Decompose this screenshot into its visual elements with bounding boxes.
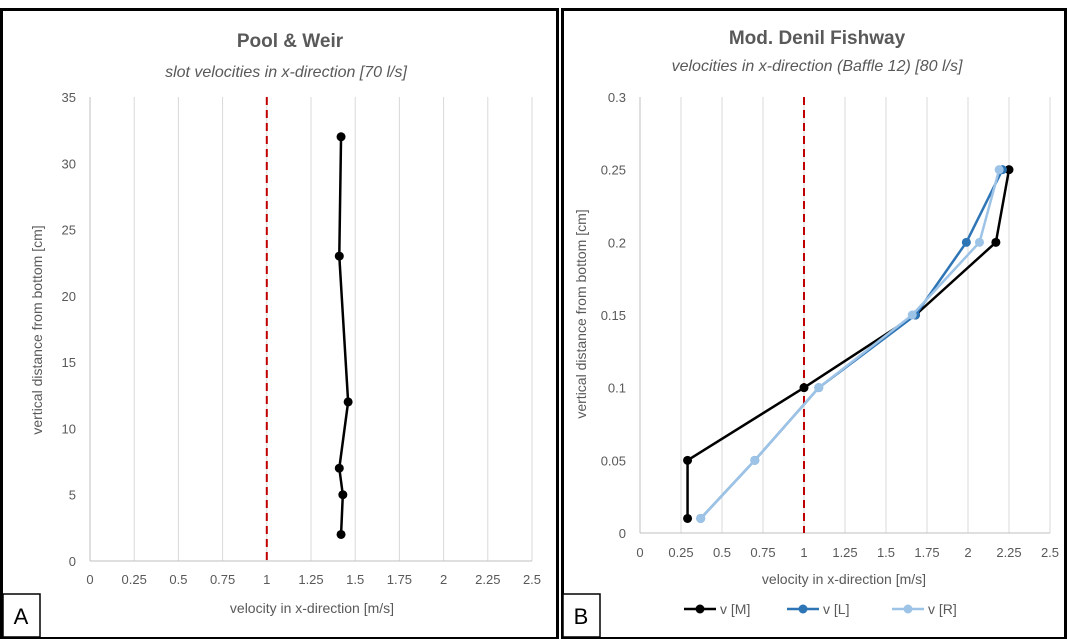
panel-b-x-tick-label: 1.75: [914, 545, 939, 560]
panel-b-data-point: [907, 310, 917, 320]
panel-b-title: Mod. Denil Fishway: [729, 28, 906, 49]
panel-b-x-tick-label: 0.5: [713, 545, 731, 560]
panel-b-legend: v [M] v [L] v [R]: [684, 601, 957, 617]
panel-a-y-tick-label: 0: [69, 554, 76, 569]
panel-a-x-tick-label: 0.25: [122, 572, 147, 587]
panel-b-x-axis-label: velocity in x-direction [m/s]: [762, 571, 926, 587]
panel-b-y-tick-label: 0.3: [608, 90, 626, 105]
panel-b-frame: [561, 8, 1067, 639]
panel-b-data-point: [1004, 165, 1014, 175]
panel-a-x-axis-label: velocity in x-direction [m/s]: [230, 600, 394, 616]
panel-a-y-tick-label: 20: [62, 289, 76, 304]
panel-b-x-tick-label: 1: [800, 545, 807, 560]
panel-a-subtitle: slot velocities in x-direction [70 l/s]: [165, 64, 407, 81]
panel-b-letter-box: [562, 593, 601, 638]
panel-b-data-point: [799, 383, 809, 393]
panel-a-y-tick-label: 15: [62, 355, 76, 370]
panel-b-y-tick-label: 0: [619, 526, 626, 541]
legend-entry-label: v [M]: [720, 601, 750, 617]
panel-b-data-point: [696, 513, 706, 523]
panel-a-x-tick-label: 0: [86, 572, 93, 587]
legend-entry-label: v [R]: [928, 601, 957, 617]
legend-swatch-marker: [798, 604, 808, 614]
legend-swatch-marker: [903, 604, 913, 614]
panel-b-y-tick-label: 0.1: [608, 381, 626, 396]
panel-a-data-point: [334, 463, 344, 473]
panel-a-x-tick-label: 2.5: [523, 572, 541, 587]
panel-b-x-tick-label: 1.25: [832, 545, 857, 560]
panel-b-letter: B: [574, 604, 589, 629]
panel-b-x-tick-label: 2.5: [1041, 545, 1059, 560]
panel-a-title: Pool & Weir: [237, 31, 344, 52]
panel-a-frame: [0, 8, 559, 639]
panel-a-y-axis-label: vertical distance from bottom [cm]: [29, 225, 45, 434]
panel-a-x-tick-label: 2.25: [475, 572, 500, 587]
panel-b-series-line: [699, 169, 1001, 520]
panel-b-x-tick-label: 2: [964, 545, 971, 560]
panel-b-x-tick-label: 2.25: [996, 545, 1021, 560]
panel-b-data-point: [750, 455, 760, 465]
panel-a-plot: 0 0.25 0.5 0.75 1 1.25 1.5 1.75 2 2.25 2.5 0 5 10 15 20…: [62, 90, 542, 587]
panel-b-x-tick-label: 0.25: [668, 545, 693, 560]
panel-a-y-tick-label: 5: [69, 488, 76, 503]
legend-entry-label: v [L]: [823, 601, 849, 617]
panel-a-data-point: [338, 490, 348, 500]
panel-a-data-point: [336, 132, 346, 142]
panel-a-letter-box: [2, 593, 41, 638]
panel-b-y-axis-label: vertical distance from bottom [cm]: [573, 209, 589, 418]
panel-a-letter: A: [14, 604, 29, 629]
panel-b-subtitle: velocities in x-direction (Baffle 12) [8…: [672, 58, 963, 75]
panel-b-x-tick-label: 0.75: [750, 545, 775, 560]
panel-a-x-tick-label: 1.75: [387, 572, 412, 587]
panel-a-data-point: [334, 251, 344, 261]
legend-swatch-marker: [695, 604, 705, 614]
panel-b-y-tick-label: 0.05: [601, 453, 626, 468]
panel-b-series-line: [686, 169, 1011, 519]
panel-a-x-tick-label: 2: [440, 572, 447, 587]
panel-a-y-tick-label: 35: [62, 90, 76, 105]
panel-a-x-tick-label: 0.75: [210, 572, 235, 587]
panel-b-plot: 0 0.25 0.5 0.75 1 1.25 1.5 1.75 2 2.25 2.5 0 0.05 0.1…: [601, 90, 1059, 560]
panel-a-x-tick-label: 0.5: [169, 572, 187, 587]
panel-a-data-point: [336, 529, 346, 539]
panel-b-data-point: [994, 165, 1004, 175]
panel-b-x-tick-label: 0: [636, 545, 643, 560]
panel-a-y-tick-label: 10: [62, 421, 76, 436]
panel-b-data-point: [683, 513, 693, 523]
panel-a-series-line: [338, 136, 350, 535]
panel-a-data-point: [343, 397, 353, 407]
panel-a-x-tick-label: 1.5: [346, 572, 364, 587]
panel-a-x-tick-label: 1: [263, 572, 270, 587]
panel-a-y-tick-label: 30: [62, 156, 76, 171]
panel-b-y-tick-label: 0.15: [601, 308, 626, 323]
panel-b-data-point: [991, 237, 1001, 247]
panel-b-data-point: [974, 237, 984, 247]
panel-b-data-point: [961, 237, 971, 247]
panel-b-data-point: [683, 455, 693, 465]
panel-a-y-tick-label: 25: [62, 223, 76, 238]
panel-b-y-tick-label: 0.25: [601, 163, 626, 178]
panel-a-x-tick-label: 1.25: [298, 572, 323, 587]
panel-b-data-point: [814, 383, 824, 393]
panel-b-x-tick-label: 1.5: [877, 545, 895, 560]
panel-b-y-tick-label: 0.2: [608, 235, 626, 250]
